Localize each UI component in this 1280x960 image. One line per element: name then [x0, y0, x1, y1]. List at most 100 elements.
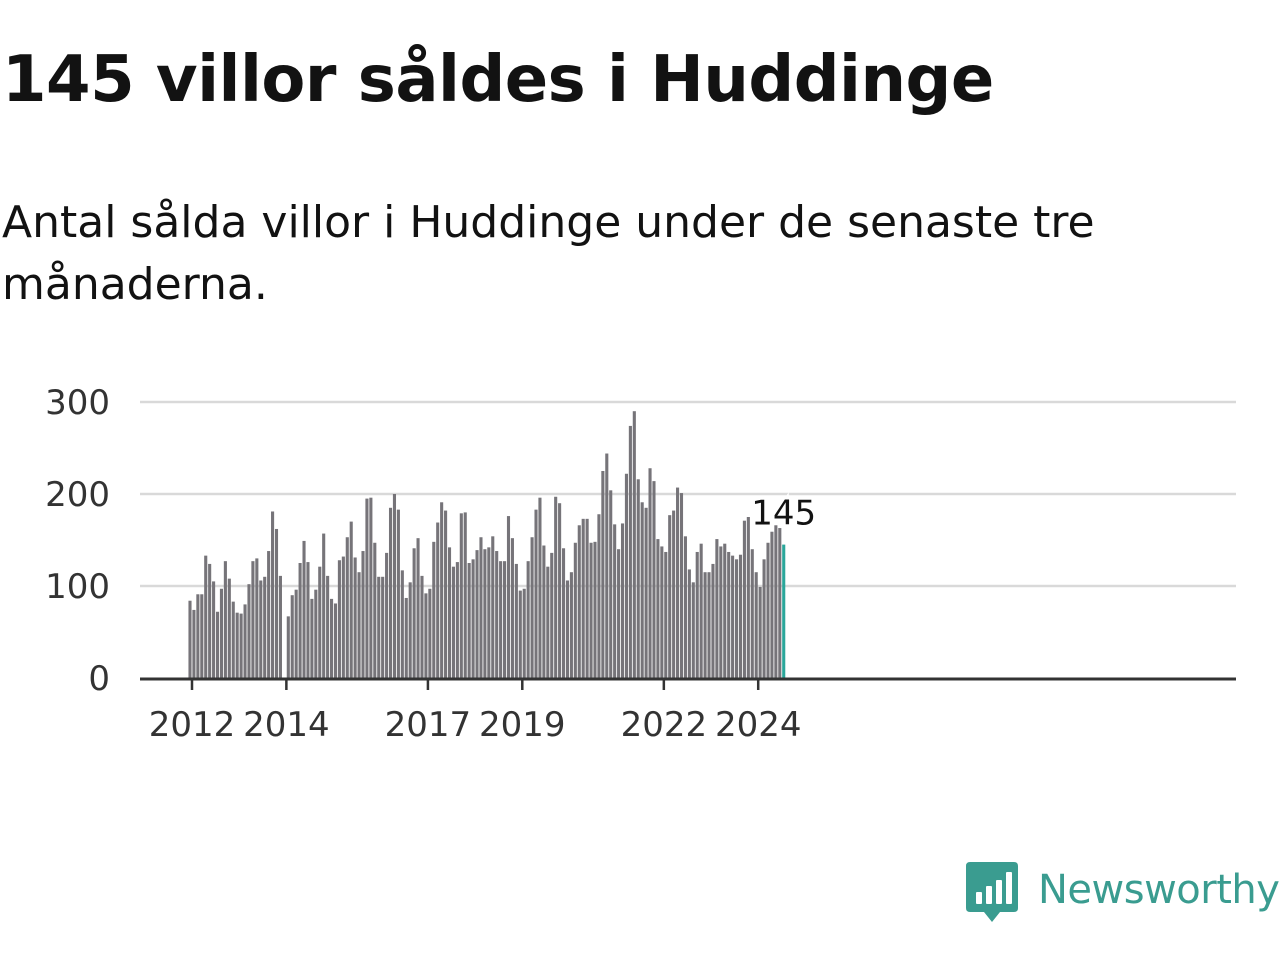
y-tick-label: 200: [45, 475, 110, 515]
bar: [381, 576, 385, 678]
bar: [561, 548, 566, 678]
bar: [192, 609, 196, 678]
bar: [577, 525, 581, 678]
x-tick-label: 2024: [715, 705, 802, 745]
bar: [333, 603, 338, 678]
bar: [471, 559, 475, 678]
labels: 0 100 200 300 2012 2014 2017 2019 2022 2024 145: [45, 383, 819, 745]
bar: [204, 555, 208, 678]
bar: [337, 560, 341, 678]
bar: [758, 586, 762, 678]
bar: [208, 563, 212, 678]
bar: [310, 598, 314, 678]
bar: [601, 471, 605, 678]
bar: [766, 542, 770, 678]
x-tick-label: 2014: [243, 705, 330, 745]
bar: [219, 588, 224, 678]
bar: [636, 479, 640, 678]
bar: [467, 563, 471, 678]
bar: [408, 582, 412, 678]
bar-chart: 0 100 200 300 2012 2014 2017 2019 2022 2024 145: [45, 383, 1236, 745]
bar: [687, 569, 691, 678]
bar: [357, 572, 361, 678]
bar: [546, 566, 550, 678]
x-axis: [140, 677, 1236, 690]
bar: [243, 604, 247, 678]
bar: [656, 539, 660, 678]
bar: [215, 611, 220, 678]
bar: [754, 572, 758, 678]
bar: [495, 551, 499, 678]
bar: [251, 561, 255, 678]
bar: [463, 512, 467, 678]
bar: [727, 551, 731, 678]
bar: [715, 539, 719, 678]
bar: [742, 520, 746, 678]
bar: [447, 547, 452, 678]
bar: [278, 575, 282, 678]
y-tick-label: 100: [45, 567, 110, 607]
bar: [436, 522, 440, 678]
bar: [569, 572, 573, 678]
bar: [707, 572, 711, 678]
bar: [416, 538, 420, 678]
bar: [526, 561, 530, 678]
bar: [223, 561, 227, 678]
bar: [660, 546, 664, 678]
bar: [341, 556, 345, 678]
bar: [451, 566, 455, 678]
bar: [652, 481, 656, 678]
bar: [565, 580, 570, 678]
bar: [510, 538, 514, 678]
bar: [514, 563, 518, 678]
bar: [271, 511, 275, 678]
bar: [330, 598, 334, 678]
bar: [373, 542, 377, 678]
highlight-value-label: 145: [751, 494, 816, 534]
bar: [679, 493, 684, 678]
bar: [554, 496, 558, 678]
bar: [239, 613, 243, 678]
bar: [432, 541, 436, 678]
bar: [298, 563, 302, 678]
bar: [459, 513, 463, 678]
bar: [609, 490, 613, 678]
bar: [719, 546, 723, 678]
bar: [746, 517, 750, 678]
bar: [585, 518, 589, 678]
bar: [294, 589, 298, 678]
bar: [286, 616, 290, 678]
bar: [605, 453, 609, 678]
bar: [318, 566, 322, 678]
bar: [412, 548, 416, 678]
bar: [778, 528, 782, 678]
bar-highlight: [782, 544, 786, 678]
bar: [522, 588, 526, 678]
bar: [738, 554, 743, 678]
x-tick-label: 2019: [479, 705, 566, 745]
bar: [400, 570, 404, 678]
bar: [683, 536, 687, 678]
bar: [506, 516, 511, 678]
bar: [644, 507, 648, 678]
bar: [770, 531, 774, 678]
bar: [263, 576, 267, 678]
bar: [345, 537, 349, 678]
bar: [703, 572, 707, 678]
y-tick-label: 0: [88, 659, 110, 699]
bar: [424, 593, 428, 678]
bar: [188, 600, 192, 678]
bar: [723, 543, 727, 678]
bar: [664, 551, 668, 678]
bar: [274, 528, 279, 678]
bar: [440, 502, 444, 678]
bar: [377, 576, 381, 678]
bar: [314, 589, 318, 678]
bar: [369, 497, 373, 678]
bar: [420, 575, 424, 678]
bar: [672, 510, 676, 678]
bar: [613, 524, 617, 678]
bar: [691, 582, 695, 678]
bar: [731, 555, 735, 678]
bar: [640, 502, 644, 678]
